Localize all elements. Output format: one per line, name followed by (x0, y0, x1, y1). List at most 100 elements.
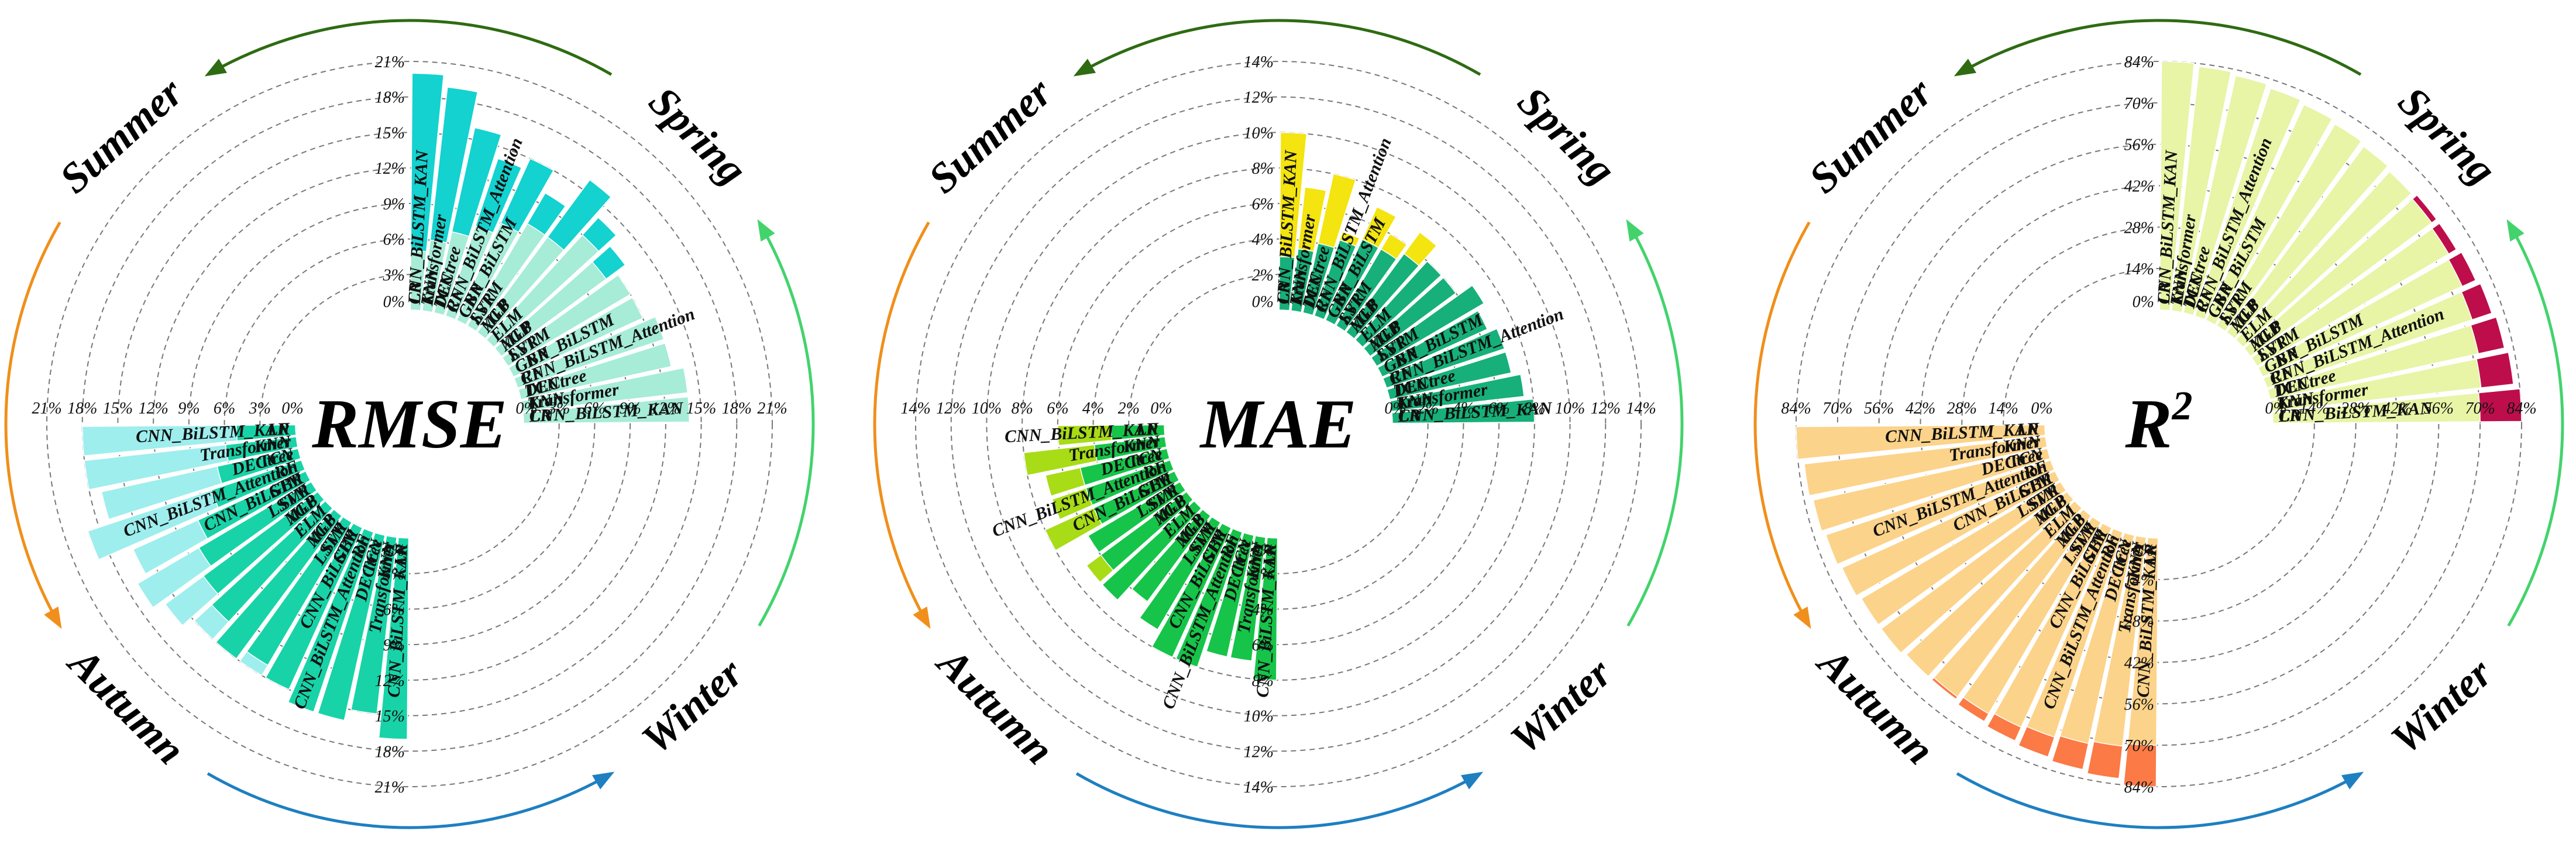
bar-autumn-elm (1906, 500, 2083, 677)
bar-winter-gbr (1377, 310, 1488, 378)
model-label-lr: LR (528, 405, 552, 426)
tick-label: 0% (1384, 399, 1406, 418)
tick-label: 12% (936, 399, 966, 418)
arrowhead-spring (1626, 219, 1644, 242)
bar-winter-dectree (1386, 351, 1512, 400)
bar-winter-cnn-bilstm-kan (1278, 256, 1295, 311)
chart-mae: LRKNNDECtreeRFGBRSVRMLPELMXGBLSTMCNN_BiL… (873, 19, 1684, 829)
bar-autumn-cnn-bilstm-attention (1825, 459, 2055, 565)
bar-autumn-gbr (264, 522, 363, 690)
bar-winter-dectree (2267, 325, 2479, 400)
center-label: MAE (1199, 385, 1357, 463)
bar-autumn-lstm (198, 481, 318, 567)
bar-autumn-knn (2093, 535, 2147, 747)
tick-label: 18% (375, 743, 405, 761)
tick-label: 8% (1011, 399, 1033, 418)
center-disk (298, 312, 521, 536)
bar-winter-cnn-bilstm (2205, 104, 2333, 326)
grid-ring (259, 274, 560, 574)
tick-label: 0% (2133, 542, 2154, 560)
bar-autumn-svr (1962, 516, 2102, 715)
bar-winter-gbr (2257, 259, 2463, 378)
bar-autumn-gbr (1151, 522, 1232, 658)
bar-autumn-elm (211, 500, 333, 623)
tick-label: 56% (2424, 399, 2454, 418)
grid-ring (117, 132, 702, 716)
tick-label: 4% (1252, 601, 1274, 619)
bar-autumn-cnn-bilstm-attention (211, 459, 306, 508)
bar-autumn-svr (246, 516, 353, 666)
tick-label: 4% (1082, 399, 1104, 418)
tick-label: 12% (1244, 743, 1274, 761)
arrowhead-winter (2341, 771, 2364, 790)
tick-label: 21% (375, 53, 405, 71)
arrowhead-summer (1073, 58, 1096, 77)
tick-label: 10% (1244, 124, 1274, 142)
tick-label: 4% (1252, 231, 1274, 249)
tick-label: 84% (1781, 399, 1811, 418)
chart-r2: LRKNNDECtreeRFGBRSVRMLPELMXGBLSTMCNN_BiL… (1753, 19, 2564, 829)
tick-label: 6% (1488, 399, 1509, 418)
bar-autumn-lstm (1087, 481, 1186, 553)
bar-winter-tcn (434, 231, 470, 316)
bar-winter-lstm (2216, 123, 2362, 332)
bar-winter-knn (2270, 358, 2482, 412)
bar-winter-svr (501, 274, 631, 367)
bar-autumn-mlp (1933, 508, 2092, 698)
arrow-winter (1075, 772, 1481, 829)
arrowhead-autumn (44, 607, 62, 629)
bar-autumn-rf (287, 528, 374, 713)
tick-label: 84% (2124, 53, 2154, 71)
bar-autumn-tcn (1079, 448, 1171, 486)
bar-autumn-knn (350, 535, 398, 715)
grid-ring (2003, 268, 2315, 580)
tick-label: 70% (2124, 737, 2154, 755)
tick-label: 0% (2031, 399, 2052, 418)
tick-label: 28% (2341, 399, 2371, 418)
model-label-lr: LR (391, 543, 411, 567)
tick-label: 8% (1252, 672, 1274, 690)
model-label-lr: LR (1260, 543, 1280, 567)
tick-label: 15% (686, 399, 716, 418)
tick-label: 42% (2382, 399, 2412, 418)
tick-label: 0% (515, 399, 537, 418)
tick-label: 42% (2124, 654, 2154, 673)
tick-label: 0% (1150, 399, 1172, 418)
bar-winter-rf (513, 316, 665, 389)
arrowhead-winter (592, 771, 615, 790)
bar-winter-svr (2251, 228, 2450, 367)
bar-autumn-xgb (1100, 491, 1194, 571)
bar-autumn-cnn-bilstm-attention (1085, 459, 1175, 506)
tick-label: 9% (619, 399, 641, 418)
bar-autumn-transformer (1804, 436, 2048, 497)
grid-ring (1057, 202, 1500, 646)
bar-autumn-cnn-bilstm (1841, 470, 2061, 597)
tick-label: 2% (1118, 399, 1140, 418)
tick-label: 6% (383, 601, 405, 619)
tick-label: 18% (67, 399, 97, 418)
bar-winter-cnn-bilstm-kan (410, 250, 427, 311)
arrowhead-autumn (1793, 607, 1811, 629)
bar-winter-cnn-bilstm (1325, 239, 1380, 326)
tick-label: 14% (2124, 571, 2154, 590)
bar-autumn-dectree (317, 532, 386, 721)
tick-label: 6% (214, 399, 235, 418)
tick-label: 6% (584, 399, 606, 418)
bar-autumn-mlp (1131, 508, 1212, 602)
arrow-autumn (873, 221, 930, 627)
chart-rmse: LRKNNDECtreeRFGBRSVRMLPELMXGBLSTMCNN_BiL… (4, 19, 815, 829)
arrowhead-spring (757, 219, 775, 242)
tick-label: 70% (2465, 399, 2495, 418)
bar-winter-svr (1370, 284, 1485, 367)
arrow-autumn (1753, 221, 1811, 627)
season-label-summer: Summer (1800, 68, 1942, 202)
bar-autumn-dectree (2059, 532, 2135, 745)
tick-label: 3% (383, 266, 405, 284)
bar-autumn-svr (1139, 516, 1222, 631)
tick-label: 6% (1252, 636, 1274, 654)
bar-winter-xgb (1345, 253, 1420, 340)
arrow-spring (1626, 221, 1684, 627)
season-label-spring: Spring (2389, 78, 2505, 194)
grid-ring (81, 96, 738, 752)
